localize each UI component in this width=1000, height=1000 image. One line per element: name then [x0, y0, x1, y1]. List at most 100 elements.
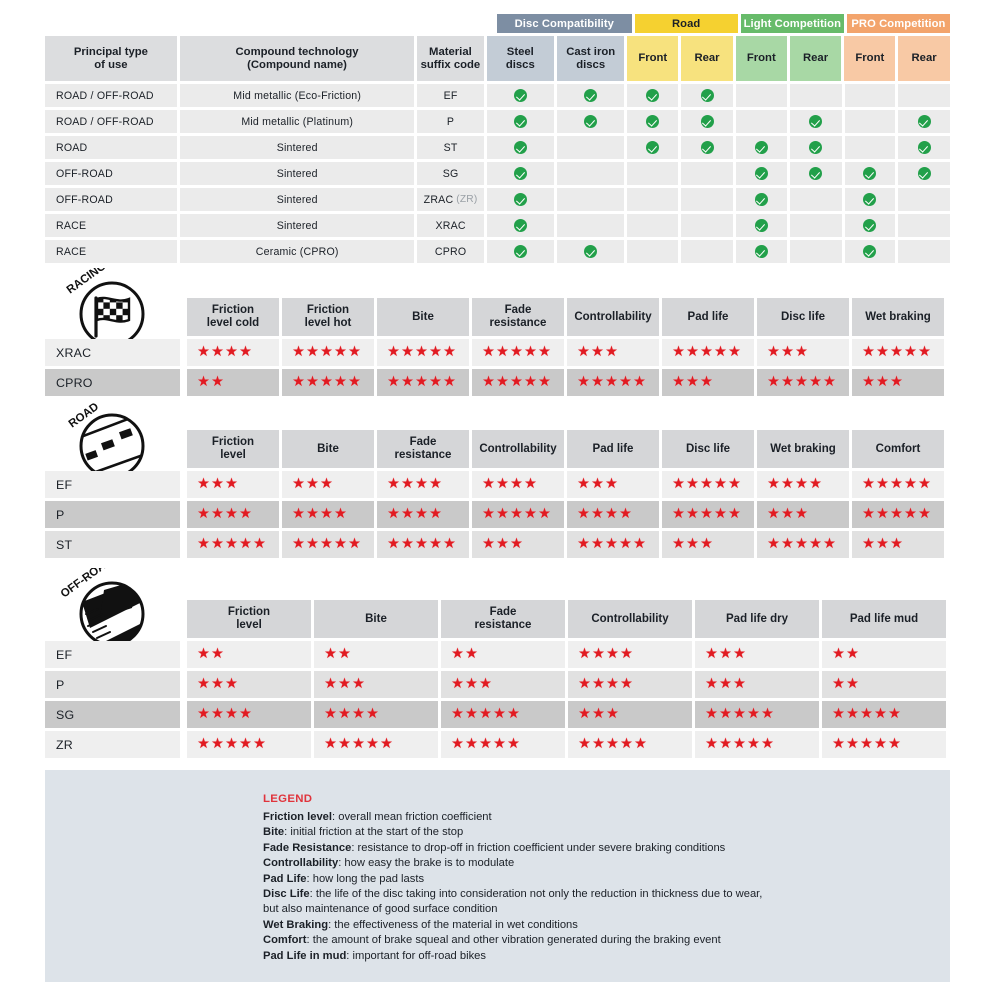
table-row: ZR ★★★★★ ★★★★★ ★★★★★ ★★★★★ ★★★★★ ★★★★★ — [45, 731, 950, 758]
racing-column-header: Disc life — [757, 298, 849, 336]
star-rating: ★★★★★ — [387, 374, 457, 391]
offroad-rating-cell: ★★★ — [695, 671, 819, 698]
star-rating: ★★★★★ — [482, 344, 552, 361]
check-icon — [700, 89, 714, 102]
cell-check-empty — [627, 214, 679, 237]
legend-panel: LEGEND Friction level: overall mean fric… — [45, 770, 950, 982]
racing-rating-cell: ★★★★★ — [472, 369, 564, 396]
road-rating-cell: ★★★★ — [377, 471, 469, 498]
star-rating: ★★★★★ — [705, 736, 775, 753]
table-row: ROAD Sintered ST — [45, 136, 951, 159]
offroad-column-header: Pad life dry — [695, 600, 819, 638]
check-icon — [754, 141, 768, 154]
column-header: Rear — [681, 36, 733, 81]
racing-rating-cell: ★★★★★ — [377, 339, 469, 366]
racing-rating-cell: ★★★★★ — [282, 339, 374, 366]
star-rating: ★★★★★ — [672, 506, 742, 523]
legend-title: LEGEND — [263, 793, 313, 805]
check-icon — [809, 115, 823, 128]
star-rating: ★★★★★ — [292, 536, 362, 553]
star-rating: ★★★★★ — [832, 706, 902, 723]
road-rating-cell: ★★★★ — [377, 501, 469, 528]
star-rating: ★★★★★ — [482, 374, 552, 391]
cell-compound: Sintered — [180, 214, 415, 237]
star-rating: ★★★★★ — [451, 736, 521, 753]
cell-check-yes — [898, 136, 951, 159]
cell-compound: Sintered — [180, 162, 415, 185]
road-row-label: EF — [45, 471, 180, 498]
cell-check-yes — [736, 162, 787, 185]
road-rating-cell: ★★★★★ — [662, 501, 754, 528]
star-rating: ★★★★★ — [292, 344, 362, 361]
cell-check-yes — [627, 110, 679, 133]
road-row-label: ST — [45, 531, 180, 558]
cell-check-yes — [681, 110, 733, 133]
table-row: RACE Sintered XRAC — [45, 214, 951, 237]
column-header: Material suffix code — [417, 36, 484, 81]
racing-rating-cell: ★★★ — [852, 369, 944, 396]
star-rating: ★★★ — [197, 476, 239, 493]
cell-check-yes — [736, 136, 787, 159]
cell-check-empty — [844, 110, 896, 133]
road-rating-cell: ★★★ — [852, 531, 944, 558]
road-rating-cell: ★★★★★ — [472, 501, 564, 528]
cell-suffix-code-alt: (ZR) — [456, 194, 478, 205]
check-icon — [863, 167, 877, 180]
legend-term: Wet Braking — [263, 918, 329, 931]
cell-suffix-code: ZRAC (ZR) — [417, 188, 484, 211]
offroad-rating-cell: ★★★ — [187, 671, 311, 698]
column-header: Rear — [789, 36, 842, 81]
compatibility-group-header-row: Disc Compatibility Road Light Competition P… — [45, 14, 950, 33]
road-rating-cell: ★★★★★ — [377, 531, 469, 558]
offroad-label-spacer — [45, 600, 180, 638]
table-row: SG ★★★★ ★★★★ ★★★★★ ★★★ ★★★★★ ★★★★★ — [45, 701, 950, 728]
table-row: ROAD / OFF-ROAD Mid metallic (Platinum) P — [45, 110, 951, 133]
cell-check-yes — [486, 136, 555, 159]
cell-suffix-code: EF — [417, 84, 484, 107]
cell-check-empty — [898, 214, 951, 237]
cell-suffix-code: SG — [417, 162, 484, 185]
offroad-rating-cell: ★★★★ — [314, 701, 438, 728]
offroad-column-header: Controllability — [568, 600, 692, 638]
check-icon — [513, 219, 527, 232]
legend-term: Fade Resistance — [263, 841, 352, 854]
star-rating: ★★★★★ — [862, 344, 932, 361]
cell-check-yes — [844, 162, 896, 185]
road-column-header: Wet braking — [757, 430, 849, 468]
cell-check-empty — [557, 188, 625, 211]
road-rating-cell: ★★★ — [662, 531, 754, 558]
racing-body: XRAC ★★★★ ★★★★★ ★★★★★ ★★★★★ ★★★ ★★★★★ ★★★ ★★★★★ C… — [45, 339, 950, 396]
legend-term: Pad Life in mud — [263, 949, 347, 962]
offroad-column-header: Fade resistance — [441, 600, 565, 638]
check-icon — [513, 167, 527, 180]
road-column-header: Fade resistance — [377, 430, 469, 468]
racing-rating-cell: ★★★★★ — [472, 339, 564, 366]
star-rating: ★★★ — [672, 536, 714, 553]
star-rating: ★★★★★ — [482, 506, 552, 523]
group-header-light: Light Competition — [740, 14, 844, 33]
legend-entry: Controllability: how easy the brake is t… — [263, 857, 515, 870]
star-rating: ★★★★★ — [324, 736, 394, 753]
cell-use-type: ROAD / OFF-ROAD — [45, 84, 178, 107]
racing-column-header: Pad life — [662, 298, 754, 336]
cell-compound: Mid metallic (Eco-Friction) — [180, 84, 415, 107]
cell-check-yes — [789, 110, 842, 133]
offroad-column-header: Bite — [314, 600, 438, 638]
check-icon — [754, 245, 768, 258]
cell-check-empty — [789, 188, 842, 211]
racing-table: Friction level cold Friction level hot Bite F… — [45, 298, 950, 399]
cell-check-empty — [681, 214, 733, 237]
star-rating: ★★★ — [578, 706, 620, 723]
racing-header-row: Friction level cold Friction level hot Bite F… — [45, 298, 950, 336]
offroad-rating-cell: ★★ — [187, 641, 311, 668]
offroad-row-label: SG — [45, 701, 180, 728]
offroad-rating-cell: ★★★ — [441, 671, 565, 698]
star-rating: ★★★★ — [578, 646, 634, 663]
offroad-badge: OFF-ROAD — [60, 568, 156, 650]
cell-suffix-code: P — [417, 110, 484, 133]
road-surface-icon: ROAD — [67, 401, 145, 479]
cell-check-yes — [486, 188, 555, 211]
cell-use-type: RACE — [45, 240, 178, 263]
cell-check-empty — [736, 110, 787, 133]
cell-check-empty — [557, 136, 625, 159]
